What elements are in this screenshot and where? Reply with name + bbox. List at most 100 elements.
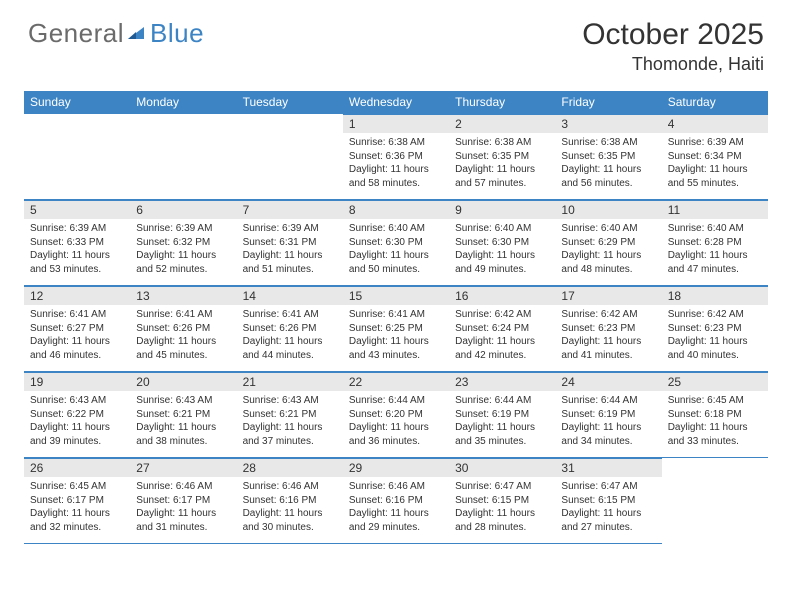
day-number: 7 [237, 200, 343, 219]
daylight-line: Daylight: 11 hours and 27 minutes. [561, 507, 655, 534]
logo-sail-icon [126, 24, 148, 49]
sunset-line: Sunset: 6:22 PM [30, 408, 124, 422]
sunset-line: Sunset: 6:15 PM [455, 494, 549, 508]
sunset-line: Sunset: 6:23 PM [668, 322, 762, 336]
day-number [130, 114, 236, 133]
sunset-line: Sunset: 6:26 PM [136, 322, 230, 336]
sunrise-line: Sunrise: 6:41 AM [136, 308, 230, 322]
calendar-cell: 1Sunrise: 6:38 AMSunset: 6:36 PMDaylight… [343, 114, 449, 200]
calendar-table: SundayMondayTuesdayWednesdayThursdayFrid… [24, 91, 768, 544]
calendar-cell: 29Sunrise: 6:46 AMSunset: 6:16 PMDayligh… [343, 458, 449, 544]
sunset-line: Sunset: 6:15 PM [561, 494, 655, 508]
sunset-line: Sunset: 6:31 PM [243, 236, 337, 250]
calendar-cell [662, 458, 768, 544]
day-number: 24 [555, 372, 661, 391]
day-details: Sunrise: 6:40 AMSunset: 6:28 PMDaylight:… [662, 219, 768, 280]
sunset-line: Sunset: 6:19 PM [561, 408, 655, 422]
sunset-line: Sunset: 6:19 PM [455, 408, 549, 422]
day-details: Sunrise: 6:47 AMSunset: 6:15 PMDaylight:… [449, 477, 555, 538]
sunrise-line: Sunrise: 6:42 AM [455, 308, 549, 322]
day-number: 29 [343, 458, 449, 477]
daylight-line: Daylight: 11 hours and 29 minutes. [349, 507, 443, 534]
sunrise-line: Sunrise: 6:38 AM [349, 136, 443, 150]
day-details: Sunrise: 6:46 AMSunset: 6:16 PMDaylight:… [237, 477, 343, 538]
calendar-cell: 22Sunrise: 6:44 AMSunset: 6:20 PMDayligh… [343, 372, 449, 458]
daylight-line: Daylight: 11 hours and 46 minutes. [30, 335, 124, 362]
day-details: Sunrise: 6:38 AMSunset: 6:35 PMDaylight:… [449, 133, 555, 194]
calendar-cell: 6Sunrise: 6:39 AMSunset: 6:32 PMDaylight… [130, 200, 236, 286]
calendar-cell: 27Sunrise: 6:46 AMSunset: 6:17 PMDayligh… [130, 458, 236, 544]
sunset-line: Sunset: 6:16 PM [243, 494, 337, 508]
calendar-cell: 8Sunrise: 6:40 AMSunset: 6:30 PMDaylight… [343, 200, 449, 286]
sunrise-line: Sunrise: 6:42 AM [561, 308, 655, 322]
day-details: Sunrise: 6:43 AMSunset: 6:21 PMDaylight:… [237, 391, 343, 452]
sunrise-line: Sunrise: 6:40 AM [455, 222, 549, 236]
calendar-cell: 3Sunrise: 6:38 AMSunset: 6:35 PMDaylight… [555, 114, 661, 200]
day-details: Sunrise: 6:40 AMSunset: 6:30 PMDaylight:… [343, 219, 449, 280]
daylight-line: Daylight: 11 hours and 33 minutes. [668, 421, 762, 448]
day-number: 13 [130, 286, 236, 305]
day-details: Sunrise: 6:42 AMSunset: 6:24 PMDaylight:… [449, 305, 555, 366]
day-details: Sunrise: 6:41 AMSunset: 6:25 PMDaylight:… [343, 305, 449, 366]
weekday-header: Thursday [449, 91, 555, 114]
title-block: October 2025 Thomonde, Haiti [582, 18, 764, 75]
calendar-cell: 5Sunrise: 6:39 AMSunset: 6:33 PMDaylight… [24, 200, 130, 286]
day-number: 15 [343, 286, 449, 305]
header: General Blue October 2025 Thomonde, Hait… [0, 0, 792, 83]
sunset-line: Sunset: 6:36 PM [349, 150, 443, 164]
day-number: 9 [449, 200, 555, 219]
day-number: 25 [662, 372, 768, 391]
daylight-line: Daylight: 11 hours and 52 minutes. [136, 249, 230, 276]
daylight-line: Daylight: 11 hours and 45 minutes. [136, 335, 230, 362]
day-details: Sunrise: 6:43 AMSunset: 6:21 PMDaylight:… [130, 391, 236, 452]
sunset-line: Sunset: 6:27 PM [30, 322, 124, 336]
daylight-line: Daylight: 11 hours and 49 minutes. [455, 249, 549, 276]
day-details: Sunrise: 6:40 AMSunset: 6:30 PMDaylight:… [449, 219, 555, 280]
sunset-line: Sunset: 6:16 PM [349, 494, 443, 508]
day-number: 27 [130, 458, 236, 477]
daylight-line: Daylight: 11 hours and 41 minutes. [561, 335, 655, 362]
day-details: Sunrise: 6:46 AMSunset: 6:17 PMDaylight:… [130, 477, 236, 538]
calendar-cell [237, 114, 343, 200]
daylight-line: Daylight: 11 hours and 38 minutes. [136, 421, 230, 448]
sunset-line: Sunset: 6:24 PM [455, 322, 549, 336]
location: Thomonde, Haiti [582, 54, 764, 75]
calendar-cell: 14Sunrise: 6:41 AMSunset: 6:26 PMDayligh… [237, 286, 343, 372]
calendar-cell: 13 Sunrise: 6:41 AMSunset: 6:26 PMDayligh… [130, 286, 236, 372]
sunrise-line: Sunrise: 6:45 AM [668, 394, 762, 408]
sunrise-line: Sunrise: 6:47 AM [455, 480, 549, 494]
day-details: Sunrise: 6:41 AMSunset: 6:26 PMDaylight:… [237, 305, 343, 366]
daylight-line: Daylight: 11 hours and 34 minutes. [561, 421, 655, 448]
day-number: 31 [555, 458, 661, 477]
day-details: Sunrise: 6:39 AMSunset: 6:33 PMDaylight:… [24, 219, 130, 280]
calendar-cell: 19Sunrise: 6:43 AMSunset: 6:22 PMDayligh… [24, 372, 130, 458]
calendar-cell: 7Sunrise: 6:39 AMSunset: 6:31 PMDaylight… [237, 200, 343, 286]
day-details: Sunrise: 6:40 AMSunset: 6:29 PMDaylight:… [555, 219, 661, 280]
sunrise-line: Sunrise: 6:39 AM [136, 222, 230, 236]
daylight-line: Daylight: 11 hours and 36 minutes. [349, 421, 443, 448]
day-number: 22 [343, 372, 449, 391]
weekday-header: Monday [130, 91, 236, 114]
sunset-line: Sunset: 6:21 PM [136, 408, 230, 422]
day-number: 1 [343, 114, 449, 133]
daylight-line: Daylight: 11 hours and 42 minutes. [455, 335, 549, 362]
daylight-line: Daylight: 11 hours and 35 minutes. [455, 421, 549, 448]
day-number: 2 [449, 114, 555, 133]
daylight-line: Daylight: 11 hours and 44 minutes. [243, 335, 337, 362]
sunset-line: Sunset: 6:35 PM [455, 150, 549, 164]
calendar-cell: 12Sunrise: 6:41 AMSunset: 6:27 PMDayligh… [24, 286, 130, 372]
day-details: Sunrise: 6:41 AMSunset: 6:27 PMDaylight:… [24, 305, 130, 366]
daylight-line: Daylight: 11 hours and 37 minutes. [243, 421, 337, 448]
sunrise-line: Sunrise: 6:41 AM [243, 308, 337, 322]
daylight-line: Daylight: 11 hours and 55 minutes. [668, 163, 762, 190]
sunrise-line: Sunrise: 6:43 AM [30, 394, 124, 408]
sunset-line: Sunset: 6:32 PM [136, 236, 230, 250]
sunrise-line: Sunrise: 6:41 AM [30, 308, 124, 322]
calendar-cell: 11Sunrise: 6:40 AMSunset: 6:28 PMDayligh… [662, 200, 768, 286]
daylight-line: Daylight: 11 hours and 51 minutes. [243, 249, 337, 276]
day-details: Sunrise: 6:45 AMSunset: 6:17 PMDaylight:… [24, 477, 130, 538]
sunrise-line: Sunrise: 6:39 AM [30, 222, 124, 236]
daylight-line: Daylight: 11 hours and 53 minutes. [30, 249, 124, 276]
sunset-line: Sunset: 6:18 PM [668, 408, 762, 422]
day-number [237, 114, 343, 133]
